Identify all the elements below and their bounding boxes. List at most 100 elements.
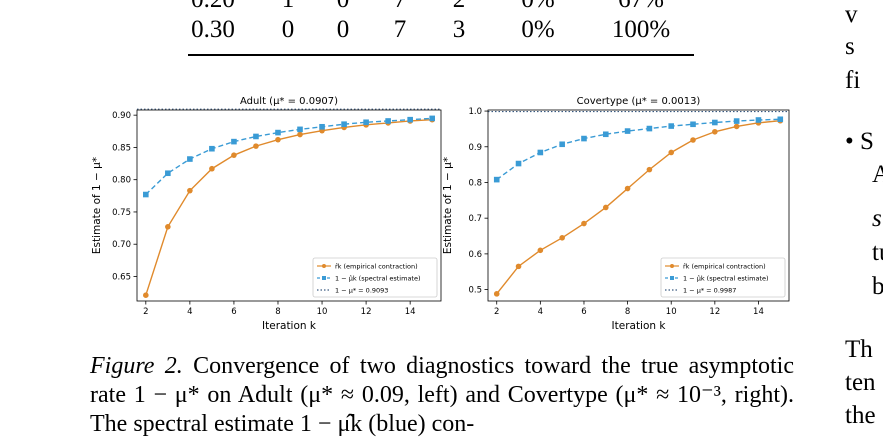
figure-2: Adult (μ* = 0.0907) 2 4 6 8 10 12 14 0.65 0.70 0.7…	[91, 96, 790, 332]
table-cell: 3	[452, 16, 466, 43]
legend-marker	[322, 276, 326, 280]
data-point	[690, 121, 696, 128]
data-point	[712, 119, 718, 126]
data-point	[493, 176, 500, 183]
y-tick-label: 1.0	[468, 107, 482, 117]
table-bottom-rule	[188, 54, 694, 56]
table-cell: 0%	[521, 16, 555, 43]
y-tick-label: 0.9	[468, 143, 482, 153]
text-fragment: s	[845, 33, 855, 60]
text-fragment: Th	[845, 336, 873, 363]
table-cell: 0.30	[191, 16, 235, 43]
data-point	[515, 160, 522, 167]
data-point	[646, 166, 653, 173]
legend-label: r̂k (empirical contraction)	[335, 263, 418, 271]
legend-label: 1 − μ* = 0.9987	[683, 287, 736, 295]
data-point	[602, 204, 609, 211]
table-cell: 100%	[611, 16, 671, 43]
data-point	[581, 220, 587, 227]
data-point	[559, 235, 565, 241]
data-point	[690, 137, 696, 143]
y-tick-label: 0.90	[112, 111, 131, 121]
data-point	[297, 126, 303, 133]
chart-title: Covertype (μ* = 0.0013)	[577, 96, 701, 107]
series-line	[496, 118, 781, 181]
data-point	[646, 125, 653, 132]
y-axis-label: Estimate of 1 − μ*	[442, 157, 454, 254]
x-axis-label: Iteration k	[612, 320, 667, 332]
x-tick-label: 2	[494, 307, 499, 317]
data-point	[253, 133, 259, 140]
table-cell: 0%	[503, 0, 573, 14]
text-fragment: tu	[872, 239, 883, 266]
data-point	[712, 128, 718, 135]
x-axis-label: Iteration k	[262, 320, 317, 332]
data-point	[385, 118, 391, 124]
data-point	[187, 187, 193, 194]
table-row: 0.30 0 0 7 3 0% 100%	[188, 16, 693, 46]
data-point	[209, 145, 215, 152]
table-cell: 0	[308, 0, 378, 14]
table-row: 0.20 1 0 7 2 0% 67%	[188, 0, 693, 16]
data-point	[165, 170, 171, 177]
y-tick-label: 0.75	[112, 208, 131, 218]
legend-label: r̂k (empirical contraction)	[683, 263, 766, 271]
data-point	[275, 129, 281, 136]
data-point	[581, 135, 587, 142]
data-point	[363, 119, 369, 126]
legend-label: 1 − μ* = 0.9093	[335, 287, 388, 295]
y-axis-label: Estimate of 1 − μ*	[91, 157, 103, 254]
data-point	[733, 118, 740, 124]
chart-title: Adult (μ* = 0.0907)	[240, 96, 338, 107]
series-line	[496, 120, 781, 295]
text-fragment: b	[872, 273, 883, 300]
legend-box	[660, 257, 786, 298]
data-point	[407, 116, 413, 123]
data-point	[165, 223, 171, 230]
data-point	[733, 123, 740, 130]
x-tick-label: 12	[709, 307, 720, 317]
data-point	[143, 191, 149, 198]
data-point	[297, 131, 303, 138]
legend-label: 1 − μ̂k (spectral estimate)	[335, 275, 421, 283]
data-point	[253, 143, 259, 149]
plot-frame	[487, 109, 790, 302]
data-point	[429, 115, 435, 122]
caption-text: Convergence of two diagnostics toward th…	[90, 353, 794, 437]
data-point	[559, 141, 565, 148]
plot-frame	[136, 109, 442, 302]
text-fragment: s	[872, 205, 882, 232]
text-fragment: A	[872, 161, 883, 188]
table-cell: 7	[365, 0, 435, 14]
x-tick-label: 14	[405, 307, 416, 317]
x-tick-label: 10	[666, 307, 677, 317]
y-tick-label: 0.7	[468, 214, 482, 224]
table-cell: 0.20	[178, 0, 248, 14]
data-point	[668, 149, 675, 156]
y-tick-label: 0.6	[468, 250, 482, 260]
data-point	[209, 165, 215, 172]
data-point	[341, 121, 347, 127]
x-tick-label: 6	[231, 307, 236, 317]
series-line	[145, 118, 433, 296]
y-tick-label: 0.70	[112, 240, 131, 250]
data-point	[275, 136, 281, 143]
table-cell: 2	[424, 0, 494, 14]
data-point	[537, 149, 544, 156]
data-point	[187, 156, 193, 162]
data-point	[602, 131, 609, 138]
data-point	[755, 117, 762, 123]
y-tick-label: 0.8	[468, 178, 482, 188]
chart-adult: Adult (μ* = 0.0907) 2 4 6 8 10 12 14 0.65 0.70 0.7…	[91, 96, 442, 332]
figure-caption: Figure 2. Convergence of two diagnostics…	[90, 352, 794, 439]
legend-marker	[670, 264, 674, 268]
chart-covertype: Covertype (μ* = 0.0013) 2 4 6 8 10 12 14 0.5 0.6 0…	[442, 96, 790, 332]
x-tick-label: 4	[187, 307, 192, 317]
x-tick-label: 10	[317, 307, 328, 317]
data-point	[624, 185, 631, 192]
x-tick-label: 8	[625, 307, 630, 317]
data-point	[231, 138, 237, 145]
data-point	[319, 123, 325, 130]
table-cell: 1	[253, 0, 323, 14]
table-cell: 67%	[606, 0, 676, 14]
